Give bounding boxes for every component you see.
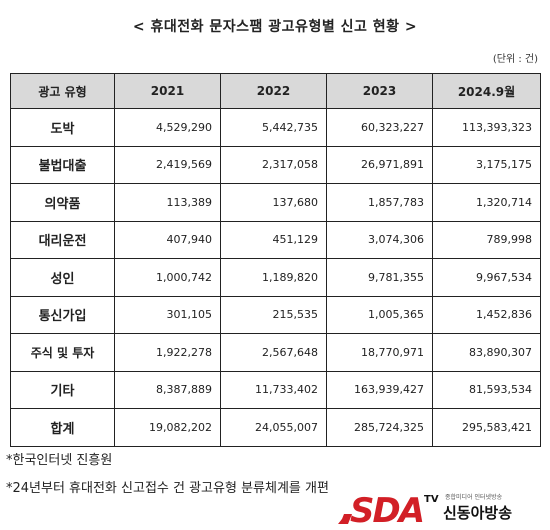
logo-mark-text: SDA (350, 491, 423, 526)
cell-2024: 83,890,307 (432, 333, 541, 372)
page-title: < 휴대전화 문자스팸 광고유형별 신고 현황 > (132, 19, 418, 35)
cell-2022: 5,442,735 (220, 108, 327, 147)
table-row: 주식 및 투자 1,922,278 2,567,648 18,770,971 8… (10, 333, 541, 372)
cell-2024: 1,320,714 (432, 183, 541, 222)
spam-report-table: 광고 유형 2021 2022 2023 2024.9월 도박 4,529,29… (10, 73, 541, 447)
cell-2022: 24,055,007 (220, 408, 327, 447)
header-2023: 2023 (326, 73, 433, 109)
cell-2021: 301,105 (114, 295, 221, 334)
row-type: 불법대출 (10, 145, 115, 184)
cell-2023: 285,724,325 (326, 408, 433, 447)
table-row: 대리운전 407,940 451,129 3,074,306 789,998 (10, 220, 541, 259)
cell-2024: 113,393,323 (432, 108, 541, 147)
table-row: 기타 8,387,889 11,733,402 163,939,427 81,5… (10, 370, 541, 409)
cell-2024: 295,583,421 (432, 408, 541, 447)
cell-2022: 215,535 (220, 295, 327, 334)
row-type-total: 합계 (10, 408, 115, 447)
footnote-source: *한국인터넷 진흥원 (6, 453, 113, 468)
row-type: 통신가입 (10, 295, 115, 334)
row-type: 성인 (10, 258, 115, 297)
cell-2024: 9,967,534 (432, 258, 541, 297)
cell-2024: 789,998 (432, 220, 541, 259)
cell-2022: 2,317,058 (220, 145, 327, 184)
cell-2022: 137,680 (220, 183, 327, 222)
cell-2022: 1,189,820 (220, 258, 327, 297)
table-row: 의약품 113,389 137,680 1,857,783 1,320,714 (10, 183, 541, 222)
row-type: 대리운전 (10, 220, 115, 259)
table-total-row: 합계 19,082,202 24,055,007 285,724,325 295… (10, 408, 541, 447)
cell-2021: 2,419,569 (114, 145, 221, 184)
cell-2022: 2,567,648 (220, 333, 327, 372)
table-row: 불법대출 2,419,569 2,317,058 26,971,891 3,17… (10, 145, 541, 184)
cell-2024: 81,593,534 (432, 370, 541, 409)
row-type: 주식 및 투자 (10, 333, 115, 372)
table-header-row: 광고 유형 2021 2022 2023 2024.9월 (10, 73, 541, 109)
logo-tagline: 종합미디어 인터넷방송 (445, 494, 503, 501)
cell-2023: 9,781,355 (326, 258, 433, 297)
cell-2021: 19,082,202 (114, 408, 221, 447)
cell-2023: 60,323,227 (326, 108, 433, 147)
table-row: 성인 1,000,742 1,189,820 9,781,355 9,967,5… (10, 258, 541, 297)
sda-logo-mark-icon: SDA TV (338, 491, 439, 526)
header-2024: 2024.9월 (432, 73, 541, 109)
cell-2022: 451,129 (220, 220, 327, 259)
cell-2023: 18,770,971 (326, 333, 433, 372)
row-type: 기타 (10, 370, 115, 409)
logo-name: 신동아방송 (443, 504, 513, 522)
header-2022: 2022 (220, 73, 327, 109)
cell-2024: 3,175,175 (432, 145, 541, 184)
cell-2021: 113,389 (114, 183, 221, 222)
cell-2021: 407,940 (114, 220, 221, 259)
row-type: 도박 (10, 108, 115, 147)
footnote-change: *24년부터 휴대전화 신고접수 건 광고유형 분류체계를 개편 (6, 481, 329, 496)
header-type: 광고 유형 (10, 73, 115, 109)
logo-tv-text: TV (424, 494, 439, 505)
table-row: 통신가입 301,105 215,535 1,005,365 1,452,836 (10, 295, 541, 334)
cell-2021: 1,000,742 (114, 258, 221, 297)
cell-2023: 26,971,891 (326, 145, 433, 184)
cell-2023: 163,939,427 (326, 370, 433, 409)
cell-2023: 3,074,306 (326, 220, 433, 259)
cell-2021: 4,529,290 (114, 108, 221, 147)
header-2021: 2021 (114, 73, 221, 109)
cell-2021: 1,922,278 (114, 333, 221, 372)
cell-2023: 1,857,783 (326, 183, 433, 222)
row-type: 의약품 (10, 183, 115, 222)
cell-2021: 8,387,889 (114, 370, 221, 409)
table-row: 도박 4,529,290 5,442,735 60,323,227 113,39… (10, 108, 541, 147)
cell-2023: 1,005,365 (326, 295, 433, 334)
footnotes: *한국인터넷 진흥원 *24년부터 휴대전화 신고접수 건 광고유형 분류체계를… (6, 447, 329, 503)
cell-2022: 11,733,402 (220, 370, 327, 409)
sda-tv-logo: SDA TV (338, 490, 546, 526)
unit-label: (단위 : 건) (492, 54, 538, 65)
cell-2024: 1,452,836 (432, 295, 541, 334)
